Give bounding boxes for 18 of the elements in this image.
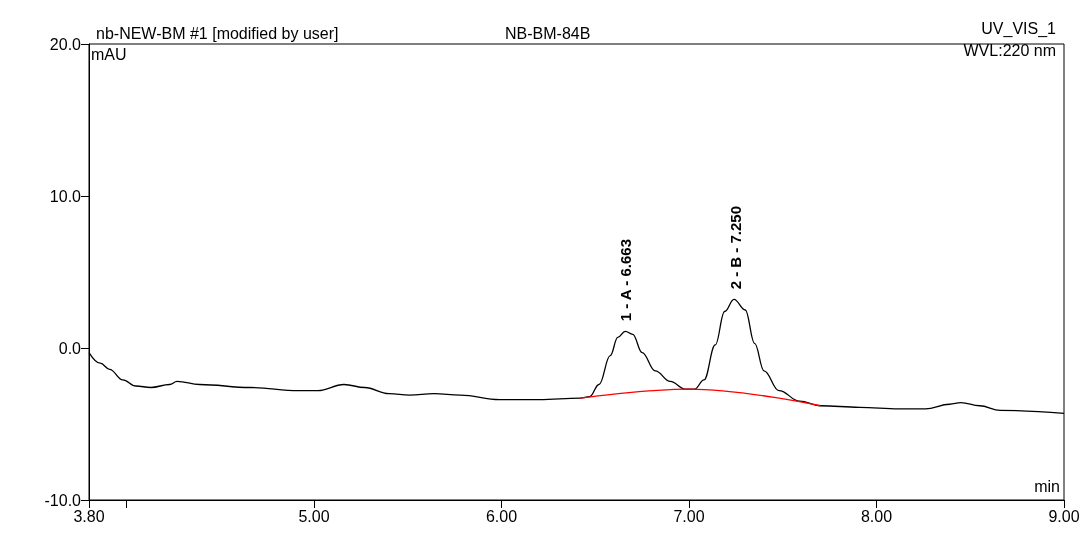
- x-tick-label: 7.00: [673, 507, 705, 525]
- text: UV_VIS_1: [981, 19, 1057, 38]
- y-tick-label: -10.0: [44, 491, 82, 509]
- chart-title: nb-NEW-BM #1 [modified by user]: [96, 24, 339, 42]
- annotation: 2 - B - 7.250: [727, 205, 745, 290]
- annotation: 1 - A - 6.663: [617, 239, 635, 322]
- chart-subtitle: NB-BM-84B: [505, 24, 591, 42]
- x-tick-label: 9.00: [1048, 507, 1080, 525]
- x-tick-label: 6.00: [485, 507, 518, 525]
- y-tick-label: 10.0: [49, 187, 82, 205]
- y-axis-title: mAU: [91, 45, 127, 63]
- x-axis-title: min: [1034, 477, 1060, 495]
- y-tick-label: 0.0: [58, 339, 82, 357]
- x-tick-label: 8.00: [860, 507, 893, 525]
- annotation: WVL:220 nm: [963, 41, 1056, 59]
- y-tick-label: 20.0: [49, 35, 82, 53]
- x-tick-label: 3.80: [73, 507, 105, 525]
- x-tick-label: 5.00: [298, 507, 330, 525]
